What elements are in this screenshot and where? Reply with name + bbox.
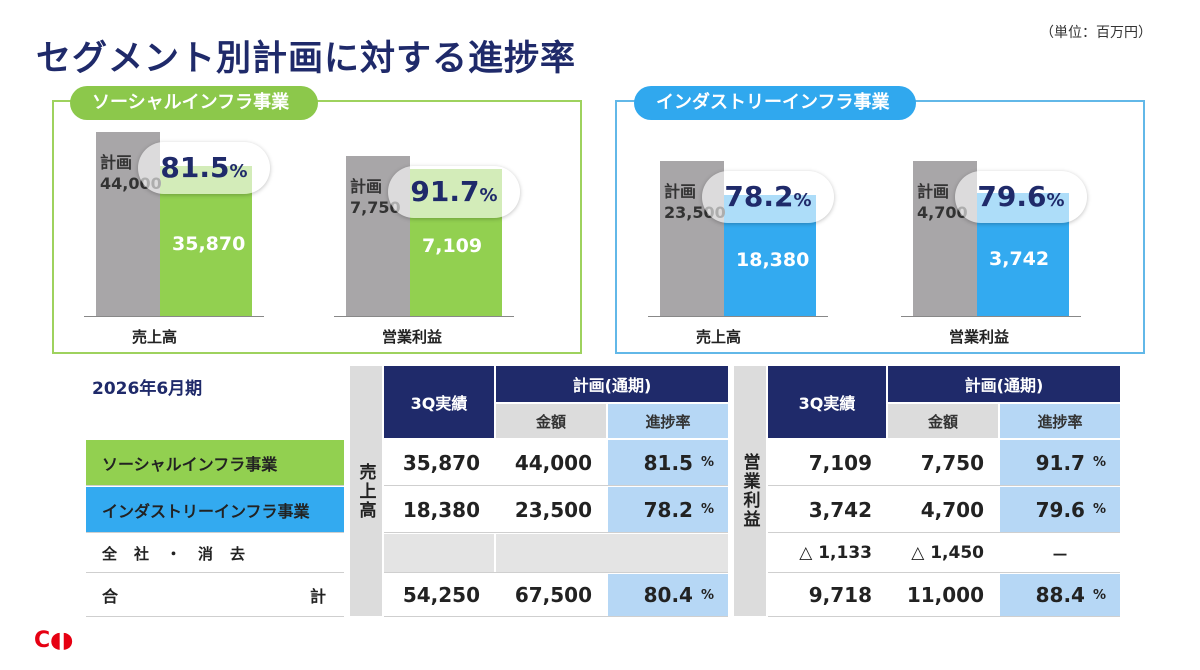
op-actual-cell: 3,742 <box>808 497 872 522</box>
percent-sign: % <box>229 161 248 182</box>
percent-sign: % <box>700 502 714 517</box>
row-divider <box>384 485 728 486</box>
category-label: 営業利益 <box>949 328 1010 346</box>
row-label-total: 合 計 <box>86 574 344 616</box>
op-plan-cell: △ 1,450 <box>911 543 984 563</box>
row-divider <box>86 532 344 533</box>
category-label: 売上高 <box>132 328 178 346</box>
percent-sign: % <box>700 587 714 603</box>
sales-rate-cell: 81.5% <box>608 440 728 485</box>
op-plan-header: 計画(通期) <box>888 366 1120 402</box>
row-label-industry: インダストリーインフラ事業 <box>86 487 344 532</box>
progress-rate-pill: 79.6% <box>955 171 1087 223</box>
plan-caption: 計画 <box>350 176 383 196</box>
row-divider <box>768 532 1120 533</box>
row-label-corporate: 全 社 ・ 消 去 <box>102 544 247 563</box>
unit-note: （単位：百万円） <box>1040 25 1152 41</box>
progress-rate-pill: 81.5% <box>138 142 270 194</box>
op-rate-cell: 79.6% <box>1000 487 1120 532</box>
percent-sign: % <box>700 455 714 470</box>
chart-baseline <box>901 316 1081 317</box>
corporate-sales-empty <box>384 534 494 572</box>
op-plan-cell: 4,700 <box>920 497 984 522</box>
op-side-label: 営業利益 <box>734 366 766 616</box>
row-divider <box>86 572 344 573</box>
category-label: 売上高 <box>696 328 742 346</box>
percent-sign: % <box>1092 587 1106 603</box>
sales-rate-cell: 80.4% <box>608 574 728 616</box>
actual-value-label: 7,109 <box>422 235 483 258</box>
category-label: 営業利益 <box>382 328 443 346</box>
actual-value-label: 35,870 <box>172 233 246 256</box>
sales-progress-header: 進捗率 <box>608 404 728 438</box>
op-amount-header: 金額 <box>888 404 998 438</box>
plan-caption: 計画 <box>100 153 133 172</box>
progress-rate-pill: 78.2% <box>702 171 834 223</box>
row-label-social: ソーシャルインフラ事業 <box>86 440 344 485</box>
op-actual-cell: △ 1,133 <box>799 543 872 563</box>
sales-rate-cell: 78.2% <box>608 487 728 532</box>
social-infra-title: ソーシャルインフラ事業 <box>70 86 318 120</box>
plan-caption: 計画 <box>917 182 950 201</box>
plan-caption: 計画 <box>664 182 697 201</box>
sales-plan-header: 計画(通期) <box>496 366 728 402</box>
chart-baseline <box>334 316 514 317</box>
plan-value: 4,700 <box>917 203 968 222</box>
row-divider <box>384 532 728 533</box>
row-divider <box>384 572 728 573</box>
plan-value: 7,750 <box>350 197 401 217</box>
op-actual-cell: 7,109 <box>808 450 872 475</box>
progress-rate-pill: 91.7% <box>388 165 520 218</box>
row-divider <box>86 616 344 617</box>
page-title: セグメント別計画に対する進捗率 <box>36 39 577 79</box>
percent-sign: % <box>1092 455 1106 470</box>
progress-rate-value: 79.6 <box>977 180 1047 213</box>
sales-side-label: 売上高 <box>350 366 382 616</box>
sales-plan-cell: 23,500 <box>514 497 592 522</box>
sales-amount-header: 金額 <box>496 404 606 438</box>
actual-value-label: 3,742 <box>989 248 1050 271</box>
sales-actual-cell: 18,380 <box>402 497 480 522</box>
progress-rate-value: 91.7 <box>410 174 480 208</box>
industry-infra-title: インダストリーインフラ事業 <box>634 86 916 120</box>
op-actual-header: 3Q実績 <box>768 366 886 438</box>
total-label-right: 計 <box>309 587 326 606</box>
sales-actual-cell: 54,250 <box>402 583 480 607</box>
corporate-plan-empty <box>496 534 728 572</box>
sales-actual-header: 3Q実績 <box>384 366 494 438</box>
sales-plan-cell: 67,500 <box>514 583 592 607</box>
row-divider <box>768 616 1120 617</box>
row-divider <box>768 572 1120 573</box>
total-label-left: 合 <box>102 587 119 606</box>
row-divider <box>768 485 1120 486</box>
row-divider <box>384 616 728 617</box>
row-divider <box>86 485 344 486</box>
percent-sign: % <box>1046 190 1065 211</box>
chart-baseline <box>84 316 264 317</box>
sales-actual-cell: 35,870 <box>402 450 480 475</box>
sales-plan-cell: 44,000 <box>514 450 592 475</box>
op-plan-cell: 7,750 <box>920 450 984 475</box>
op-plan-cell: 11,000 <box>906 583 984 607</box>
op-rate-cell: 91.7% <box>1000 440 1120 485</box>
op-rate-cell: 88.4% <box>1000 574 1120 616</box>
plan-value-label: 計画 7,750 <box>350 176 401 218</box>
fiscal-period-label: 2026年6月期 <box>92 379 203 399</box>
op-progress-header: 進捗率 <box>1000 404 1120 438</box>
chart-baseline <box>648 316 828 317</box>
actual-value-label: 18,380 <box>736 249 810 272</box>
progress-rate-value: 78.2 <box>724 180 794 213</box>
op-rate-cell: － <box>1051 545 1069 566</box>
percent-sign: % <box>479 184 498 206</box>
progress-rate-value: 81.5 <box>160 151 230 184</box>
plan-value-label: 計画 4,700 <box>917 181 968 223</box>
op-actual-cell: 9,718 <box>808 583 872 607</box>
percent-sign: % <box>1092 502 1106 517</box>
percent-sign: % <box>793 190 812 211</box>
company-logo: C◖◗ <box>34 628 74 653</box>
